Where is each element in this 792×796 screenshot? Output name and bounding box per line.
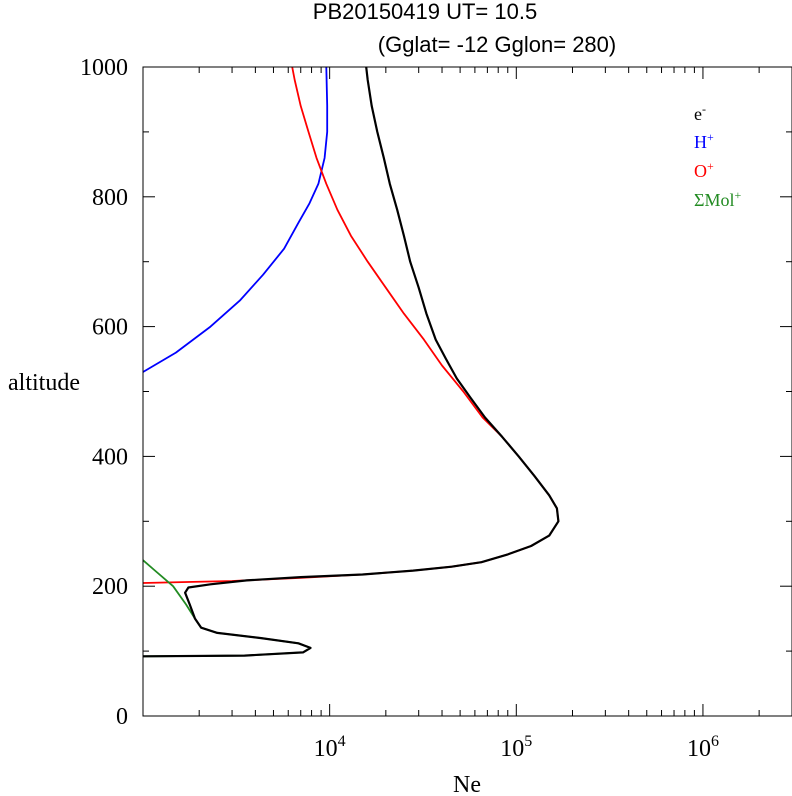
chart-subtitle: (Gglat= -12 Gglon= 280): [378, 32, 616, 57]
y-tick-label: 0: [116, 704, 128, 730]
y-tick-label: 800: [92, 185, 128, 211]
legend: e- H+ O+ ΣMol+: [694, 102, 741, 210]
chart-title: PB20150419 UT= 10.5: [313, 0, 537, 24]
series-layer: [143, 67, 560, 658]
x-tick-label: 104: [314, 733, 346, 762]
y-tick-label: 1000: [80, 55, 128, 81]
series-line-1: [143, 67, 329, 373]
y-tick-label: 400: [92, 444, 128, 470]
series-line-0: [143, 67, 560, 658]
legend-entry-3: ΣMol+: [694, 188, 741, 210]
legend-entry-2: O+: [694, 159, 714, 181]
y-tick-label: 600: [92, 315, 128, 341]
axis-labels: 0 200 400 600 800 1000 104 105 106: [80, 55, 719, 762]
legend-entry-0: e-: [694, 102, 706, 124]
legend-entry-1: H+: [694, 130, 714, 152]
y-tick-label: 200: [92, 574, 128, 600]
x-tick-label: 106: [687, 733, 719, 762]
x-tick-label: 105: [500, 733, 532, 762]
y-axis-label: altitude: [8, 370, 80, 396]
x-axis-label: Ne: [453, 772, 481, 796]
series-line-2: [143, 67, 560, 584]
tick-layer: [142, 66, 792, 717]
